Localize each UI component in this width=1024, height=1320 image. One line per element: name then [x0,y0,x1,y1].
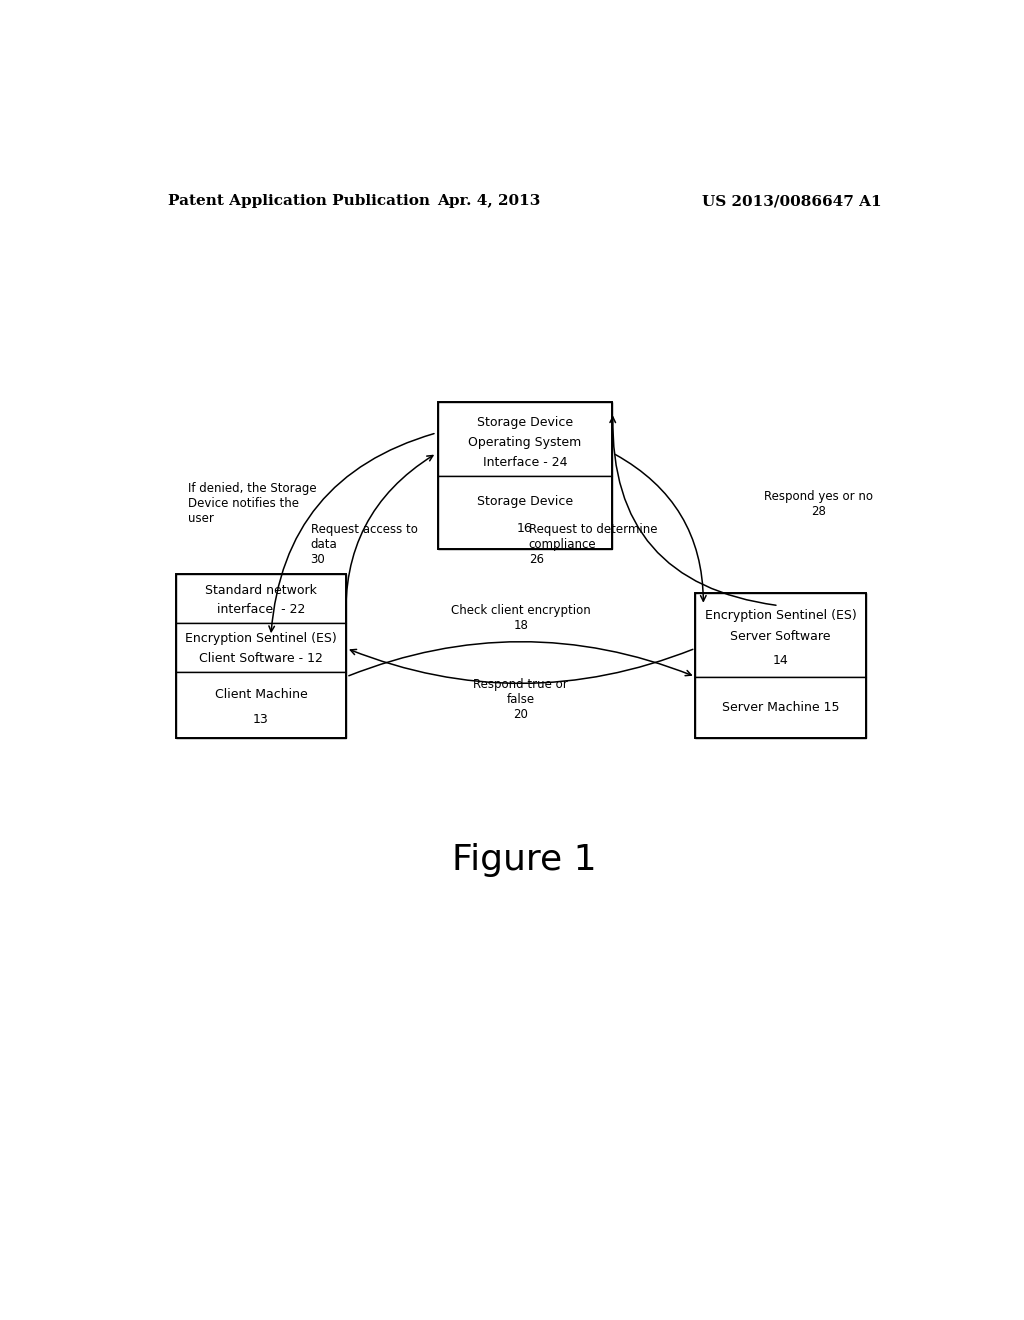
FancyBboxPatch shape [176,672,346,738]
Text: Operating System: Operating System [468,436,582,449]
Text: Client Software - 12: Client Software - 12 [199,652,323,665]
FancyBboxPatch shape [695,677,866,738]
Text: Server Machine 15: Server Machine 15 [722,701,840,714]
Text: 16: 16 [517,521,532,535]
FancyBboxPatch shape [437,403,612,475]
Text: Standard network: Standard network [205,583,316,597]
Text: Patent Application Publication: Patent Application Publication [168,194,430,209]
FancyBboxPatch shape [695,594,866,677]
Text: Storage Device: Storage Device [477,416,572,429]
FancyBboxPatch shape [437,475,612,549]
Text: Server Software: Server Software [730,630,831,643]
Text: Encryption Sentinel (ES): Encryption Sentinel (ES) [705,610,857,623]
Text: 14: 14 [773,653,788,667]
FancyArrowPatch shape [615,454,707,601]
Text: 13: 13 [253,713,269,726]
Text: Interface - 24: Interface - 24 [482,455,567,469]
FancyArrowPatch shape [269,433,434,632]
Text: interface  - 22: interface - 22 [217,603,305,616]
Text: Apr. 4, 2013: Apr. 4, 2013 [437,194,541,209]
Text: Figure 1: Figure 1 [453,842,597,876]
Text: If denied, the Storage
Device notifies the
user: If denied, the Storage Device notifies t… [187,483,316,525]
Text: Check client encryption
18: Check client encryption 18 [451,603,591,632]
Text: Client Machine: Client Machine [215,688,307,701]
Text: Request access to
data
30: Request access to data 30 [310,523,418,566]
FancyArrowPatch shape [350,649,693,684]
FancyArrowPatch shape [346,455,433,623]
FancyArrowPatch shape [349,642,691,676]
FancyBboxPatch shape [176,623,346,672]
Text: Storage Device: Storage Device [477,495,572,508]
Text: Respond yes or no
28: Respond yes or no 28 [764,490,872,517]
Text: Request to determine
compliance
26: Request to determine compliance 26 [528,523,657,566]
FancyBboxPatch shape [176,574,346,623]
Text: Encryption Sentinel (ES): Encryption Sentinel (ES) [185,632,337,645]
FancyArrowPatch shape [610,417,776,606]
Text: US 2013/0086647 A1: US 2013/0086647 A1 [702,194,882,209]
Text: Respond true or
false
20: Respond true or false 20 [473,677,568,721]
